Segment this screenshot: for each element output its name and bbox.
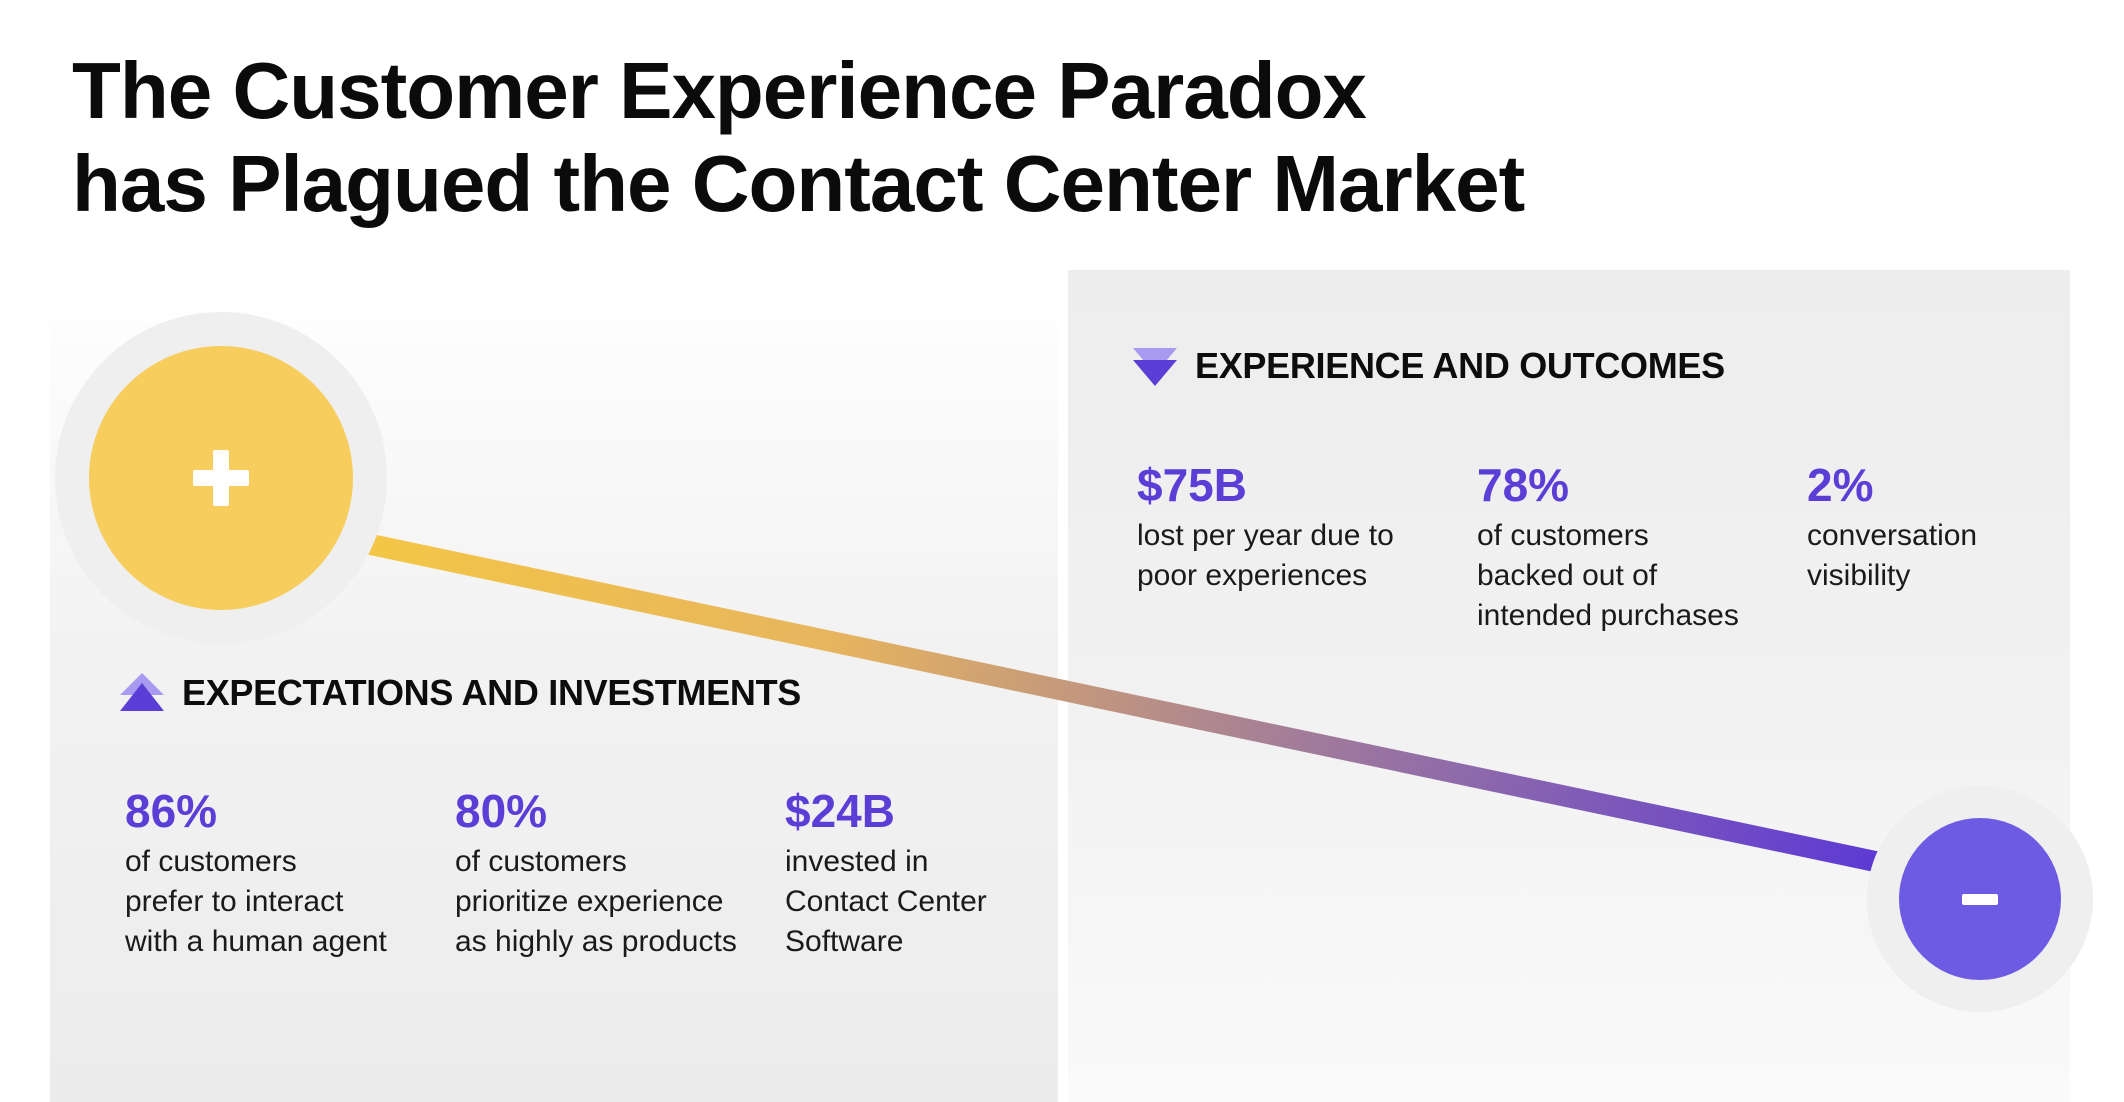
expectations-heading: EXPECTATIONS AND INVESTMENTS	[120, 672, 801, 714]
stat-80-percent: 80% of customers prioritize experience a…	[455, 784, 755, 962]
minus-icon	[1962, 894, 1998, 905]
stat-86-percent: 86% of customers prefer to interact with…	[125, 784, 425, 962]
stat-value: 78%	[1477, 459, 1570, 511]
outcomes-heading: EXPERIENCE AND OUTCOMES	[1133, 345, 1725, 387]
stat-value: 80%	[455, 785, 548, 837]
stat-description: conversation visibility	[1807, 519, 1978, 592]
stat-24b: $24B invested in Contact Center Software	[785, 784, 1085, 962]
stat-value: $24B	[785, 785, 895, 837]
stat-description: of customers prioritize experience as hi…	[455, 845, 737, 958]
chevrons-up-icon	[120, 673, 164, 711]
stat-description: invested in Contact Center Software	[785, 845, 987, 958]
connector-gradient-bar	[337, 527, 1928, 883]
stat-value: 86%	[125, 785, 218, 837]
outcomes-heading-text: EXPERIENCE AND OUTCOMES	[1195, 345, 1725, 386]
stat-78-percent: 78% of customers backed out of intended …	[1477, 458, 1777, 636]
stat-value: $75B	[1137, 459, 1247, 511]
title-line-2: has Plagued the Contact Center Market	[72, 139, 1525, 228]
stat-description: of customers backed out of intended purc…	[1477, 519, 1739, 632]
title-line-1: The Customer Experience Paradox	[72, 46, 1367, 135]
outcomes-panel-background	[1068, 270, 2070, 1102]
page-title: The Customer Experience Paradox has Plag…	[72, 44, 1525, 230]
stat-description: of customers prefer to interact with a h…	[125, 845, 387, 958]
minus-circle	[1899, 818, 2061, 980]
stat-75b: $75B lost per year due to poor experienc…	[1137, 458, 1437, 596]
stat-value: 2%	[1807, 459, 1874, 511]
chevrons-down-icon	[1133, 348, 1177, 386]
stat-2-percent: 2% conversation visibility	[1807, 458, 2107, 596]
plus-circle	[89, 346, 353, 610]
expectations-heading-text: EXPECTATIONS AND INVESTMENTS	[182, 672, 801, 713]
stat-description: lost per year due to poor experiences	[1137, 519, 1394, 592]
